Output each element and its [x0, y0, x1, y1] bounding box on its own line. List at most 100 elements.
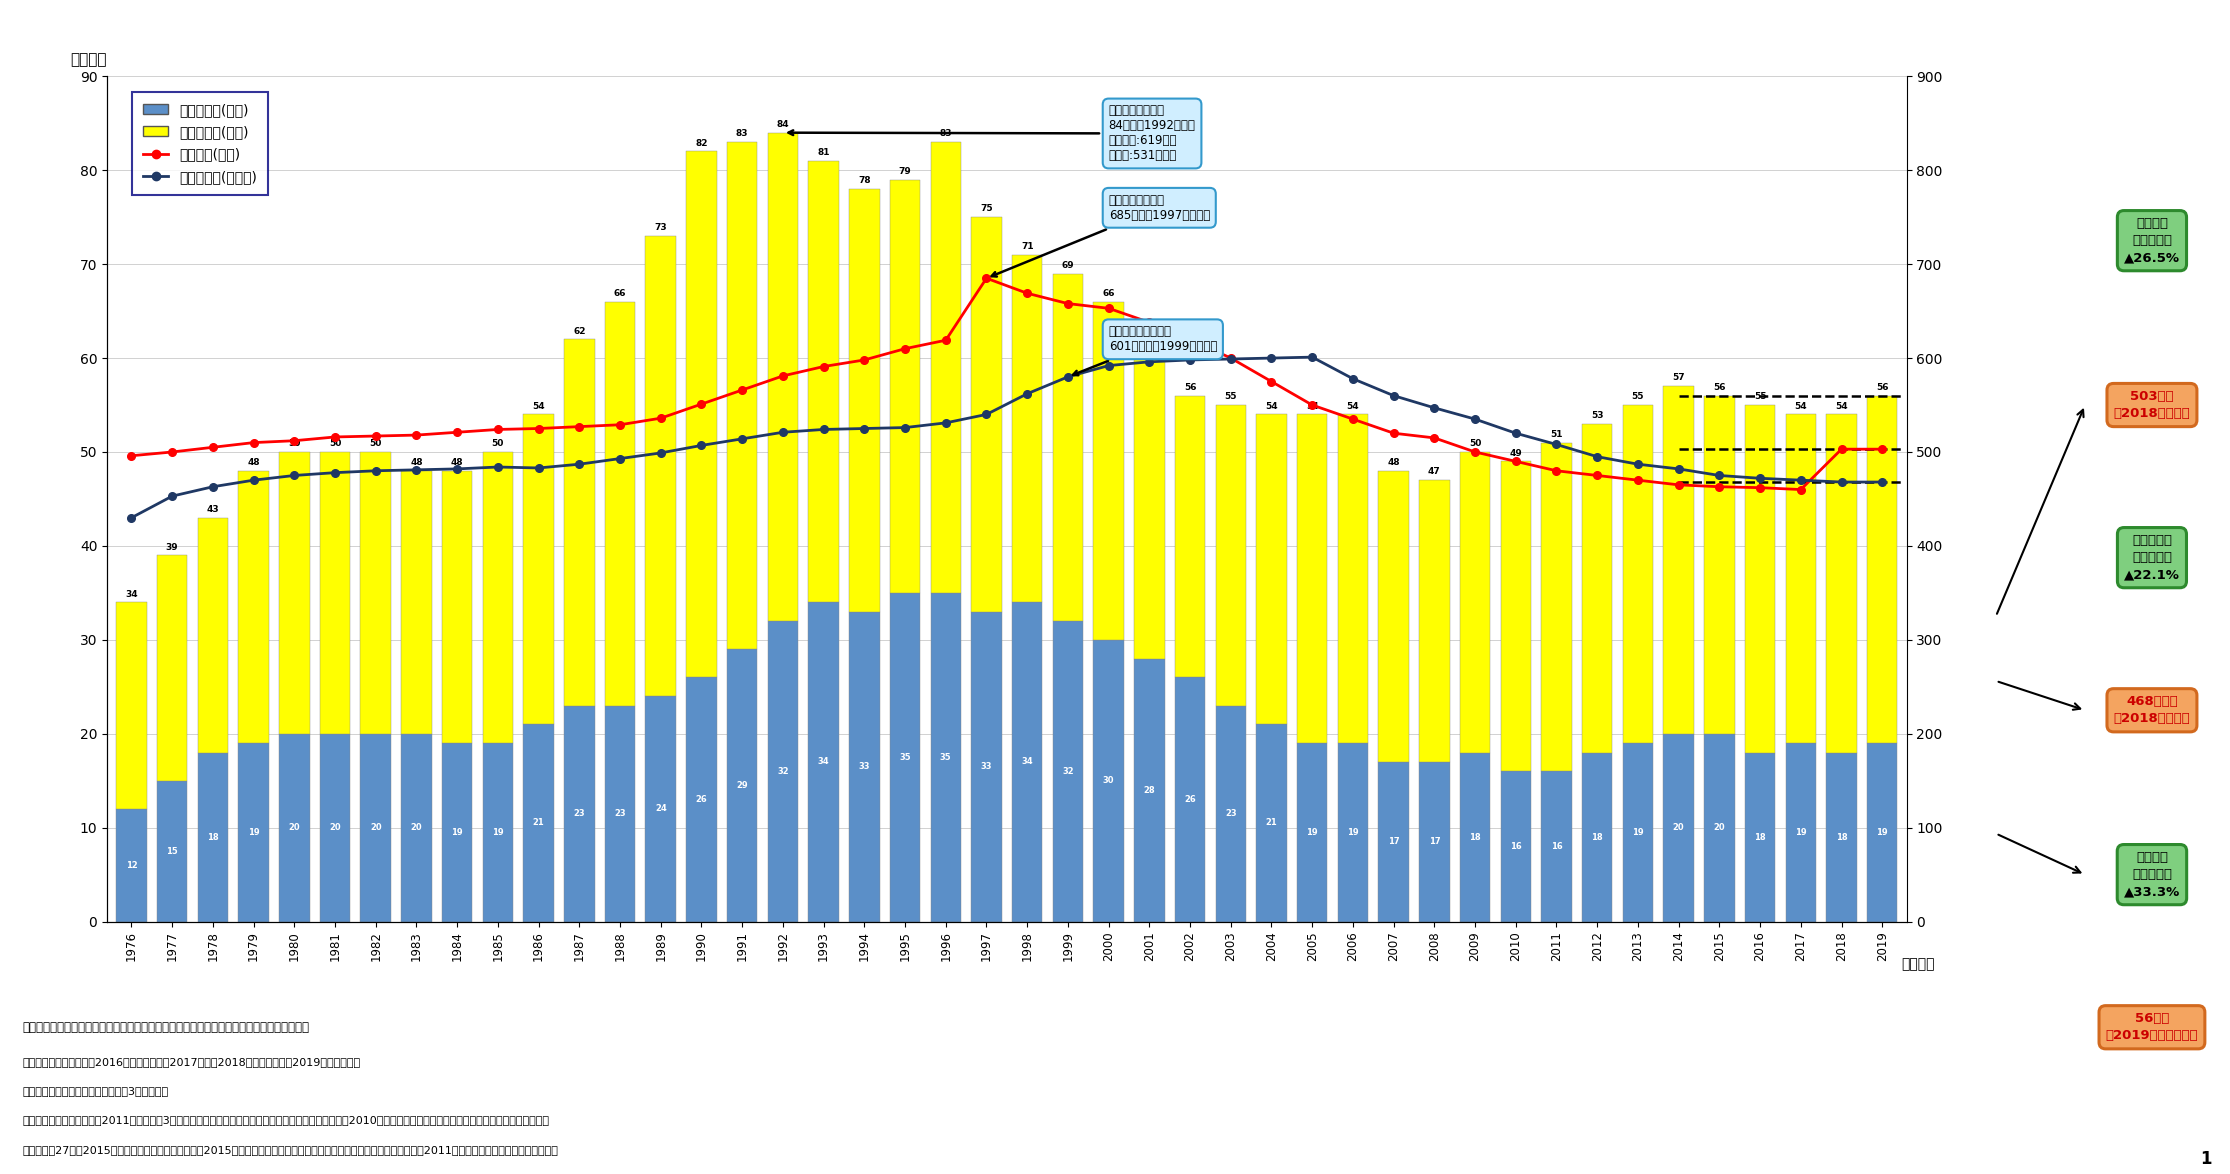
- Text: 81: 81: [818, 148, 830, 157]
- Text: 32: 32: [1061, 767, 1073, 776]
- Bar: [1826, 753, 1858, 922]
- Bar: [807, 161, 838, 602]
- Text: 21: 21: [533, 818, 544, 828]
- Bar: [1378, 471, 1409, 762]
- Text: 23: 23: [613, 809, 627, 818]
- Bar: [972, 217, 1001, 612]
- Text: 82: 82: [696, 139, 707, 148]
- Bar: [442, 471, 473, 743]
- Text: 20: 20: [370, 823, 381, 832]
- Text: 34: 34: [125, 589, 138, 599]
- Bar: [850, 612, 879, 922]
- Text: 26: 26: [696, 795, 707, 804]
- Text: 19: 19: [1875, 828, 1889, 837]
- Bar: [644, 696, 676, 922]
- Text: 19: 19: [248, 828, 259, 837]
- Bar: [319, 452, 350, 734]
- Text: 19: 19: [1307, 828, 1318, 837]
- Bar: [930, 593, 961, 922]
- Text: 20: 20: [1672, 823, 1684, 832]
- Bar: [1501, 771, 1532, 922]
- Text: 19: 19: [1347, 828, 1358, 837]
- Text: 33: 33: [859, 762, 870, 771]
- Bar: [116, 809, 147, 922]
- Bar: [1215, 405, 1247, 706]
- Text: 50: 50: [370, 439, 381, 448]
- Bar: [1664, 386, 1695, 734]
- Bar: [1053, 621, 1084, 922]
- Text: 許可業者数
ピーク時比
▲22.1%: 許可業者数 ピーク時比 ▲22.1%: [2123, 534, 2181, 581]
- Text: 注１　投賄額については2016年度まで実績、2017年度・2018年度は見込み、2019年度は見通し: 注１ 投賄額については2016年度まで実績、2017年度・2018年度は見込み、…: [22, 1057, 361, 1067]
- Bar: [767, 621, 798, 922]
- Bar: [1255, 414, 1287, 724]
- Bar: [1053, 274, 1084, 621]
- Text: 23: 23: [573, 809, 584, 818]
- Text: 56: 56: [1713, 383, 1726, 392]
- Bar: [930, 142, 961, 593]
- Bar: [116, 602, 147, 809]
- Text: 16: 16: [1510, 842, 1521, 851]
- Text: 24: 24: [656, 804, 667, 814]
- Bar: [482, 743, 513, 922]
- Text: 建設投資のピーク
84兆円（1992年度）
就業者数:619万人
業者数:531千業者: 建設投資のピーク 84兆円（1992年度） 就業者数:619万人 業者数:531…: [789, 104, 1195, 162]
- Text: 18: 18: [1835, 832, 1846, 842]
- Bar: [890, 593, 921, 922]
- Bar: [1135, 349, 1164, 659]
- Text: 84: 84: [776, 120, 789, 129]
- Text: 19: 19: [1632, 828, 1644, 837]
- Text: 54: 54: [1795, 402, 1806, 411]
- Text: 注３　就業者数は年平均、2011年は、被災3県（岩手県・宮城県・福峳県）を補完推計した値について【2010年国勢調査結果を基準とする推計人口で遅及推計した値注: 注３ 就業者数は年平均、2011年は、被災3県（岩手県・宮城県・福峳県）を補完推…: [22, 1115, 549, 1126]
- Text: 83: 83: [736, 129, 749, 139]
- Text: 出典：国土交通省「建設投賄見通し」・「建設業許可業者数調査」、総務省「労偉力調査」: 出典：国土交通省「建設投賄見通し」・「建設業許可業者数調査」、総務省「労偉力調査…: [22, 1021, 310, 1034]
- Text: 75: 75: [981, 204, 992, 214]
- Bar: [401, 471, 433, 734]
- Text: 20: 20: [410, 823, 421, 832]
- Text: 48: 48: [450, 458, 464, 467]
- Text: 35: 35: [941, 753, 952, 762]
- Text: 17: 17: [1429, 837, 1441, 846]
- Text: 1: 1: [2201, 1151, 2212, 1168]
- Bar: [156, 781, 187, 922]
- Text: 54: 54: [533, 402, 544, 411]
- Text: 55: 55: [1224, 392, 1238, 402]
- Bar: [1255, 724, 1287, 922]
- Bar: [890, 180, 921, 593]
- Bar: [524, 414, 553, 724]
- Bar: [442, 743, 473, 922]
- Text: 19: 19: [1795, 828, 1806, 837]
- Bar: [198, 518, 227, 753]
- Bar: [1298, 414, 1327, 743]
- Bar: [807, 602, 838, 922]
- Bar: [156, 555, 187, 781]
- Bar: [644, 236, 676, 696]
- Bar: [279, 452, 310, 734]
- Bar: [1541, 443, 1572, 771]
- Text: 18: 18: [1592, 832, 1603, 842]
- Bar: [1461, 452, 1490, 753]
- Text: 30: 30: [1104, 776, 1115, 785]
- Bar: [1541, 771, 1572, 922]
- Text: 20: 20: [288, 823, 301, 832]
- Text: 49: 49: [1510, 448, 1523, 458]
- Bar: [1704, 396, 1735, 734]
- Bar: [1581, 424, 1612, 753]
- Bar: [1093, 302, 1124, 640]
- Text: 17: 17: [1387, 837, 1400, 846]
- Text: 50: 50: [1470, 439, 1481, 448]
- Bar: [767, 133, 798, 621]
- Text: 56: 56: [1184, 383, 1195, 392]
- Bar: [972, 612, 1001, 922]
- Bar: [727, 142, 758, 649]
- Text: 28: 28: [1144, 785, 1155, 795]
- Text: 21: 21: [1267, 818, 1278, 828]
- Bar: [1867, 743, 1898, 922]
- Text: 34: 34: [1021, 757, 1032, 767]
- Text: 56: 56: [1875, 383, 1889, 392]
- Text: 48: 48: [1387, 458, 1400, 467]
- Bar: [1298, 743, 1327, 922]
- Text: 71: 71: [1021, 242, 1032, 251]
- Bar: [401, 734, 433, 922]
- Text: 建設投資
ピーク時比
▲33.3%: 建設投資 ピーク時比 ▲33.3%: [2123, 851, 2181, 898]
- Text: 39: 39: [165, 542, 178, 552]
- Bar: [1786, 743, 1815, 922]
